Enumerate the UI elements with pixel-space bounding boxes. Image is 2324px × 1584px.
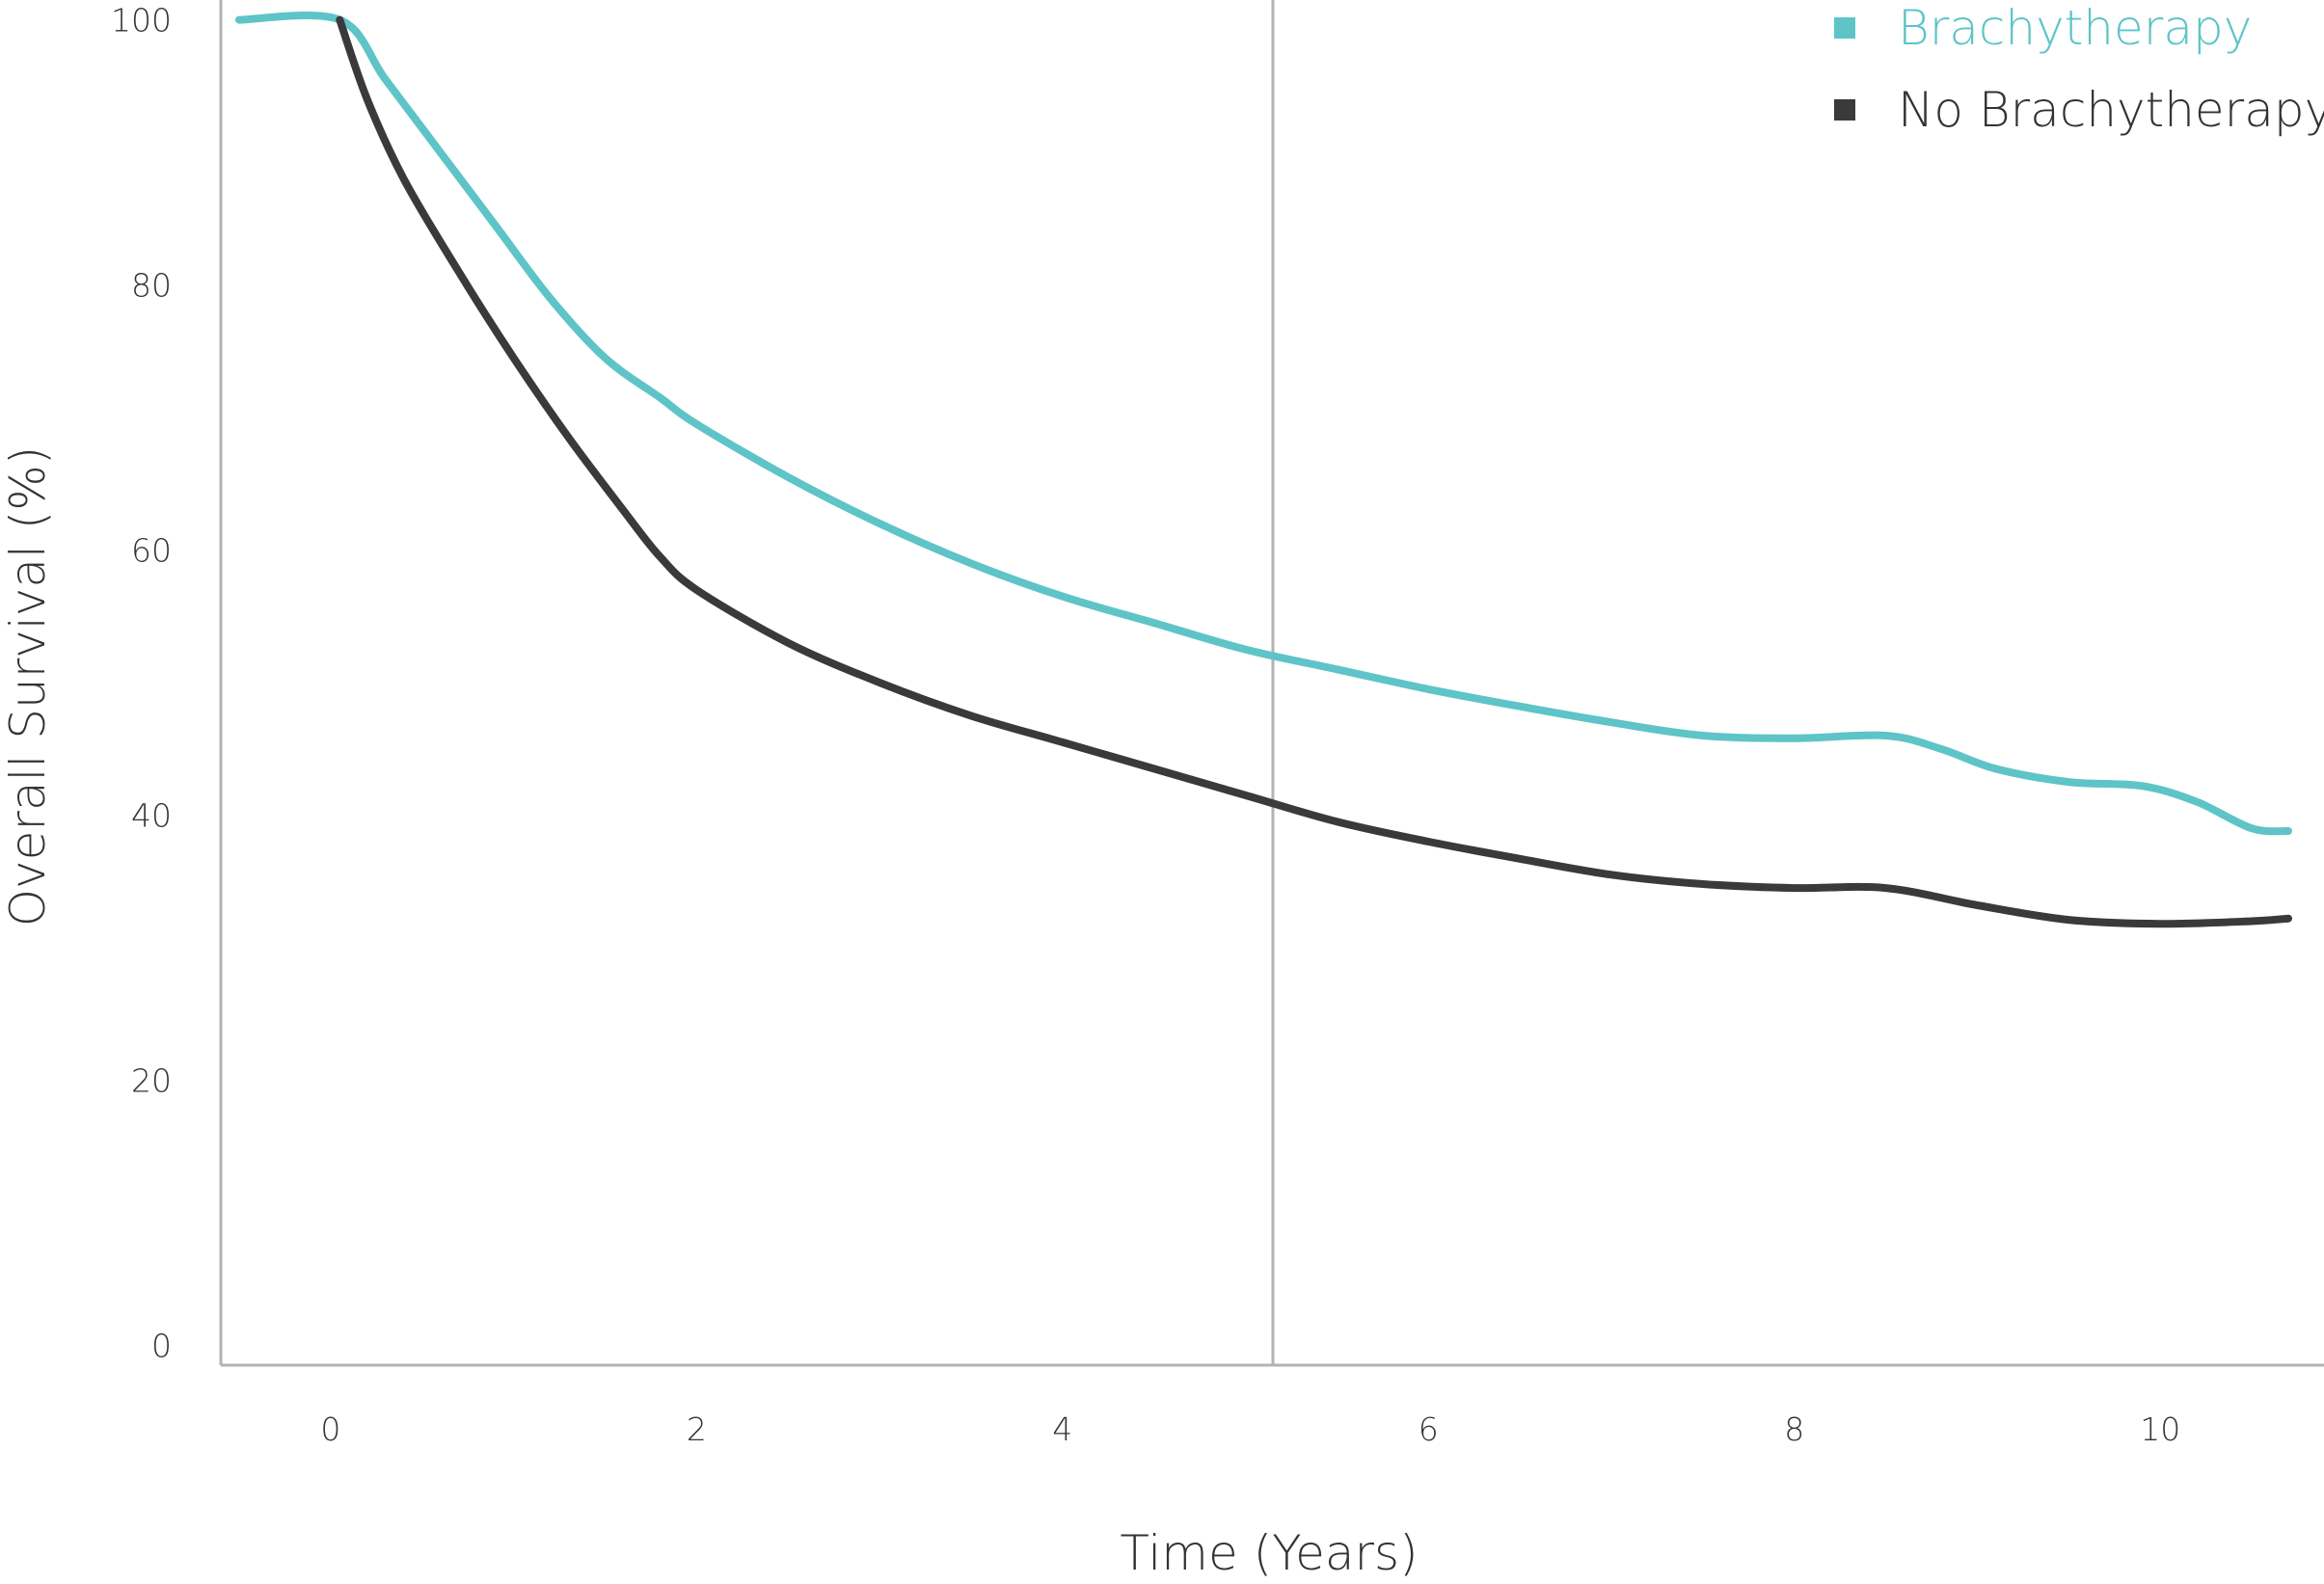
axes [219,0,2324,1367]
legend-label-no-brachytherapy: No Brachytherapy [1898,82,2324,138]
legend-label-brachytherapy: Brachytherapy [1898,0,2252,56]
legend-swatch-no-brachytherapy [1834,99,1855,121]
series-line-brachytherapy [235,12,2292,836]
y-tick-labels: 0 20 40 60 80 100 [111,2,172,1365]
y-tick-label-20: 20 [131,1061,172,1099]
y-tick-label-100: 100 [111,2,172,40]
y-axis-title: Overall Survival (%) [0,446,56,927]
series-lines [235,12,2292,928]
x-tick-label-4: 4 [1052,1410,1072,1448]
y-tick-label-80: 80 [131,267,172,305]
x-tick-label-0: 0 [320,1410,340,1448]
x-tick-label-6: 6 [1419,1410,1439,1448]
y-tick-label-60: 60 [131,532,172,570]
x-axis-title: Time (Years) [1120,1525,1418,1581]
x-tick-label-2: 2 [687,1410,707,1448]
legend: Brachytherapy No Brachytherapy [1834,0,2324,138]
y-tick-label-40: 40 [131,796,172,834]
series-line-no-brachytherapy [336,15,2292,928]
x-tick-labels: 0 2 4 6 8 10 [320,1410,2180,1448]
x-tick-label-10: 10 [2140,1410,2180,1448]
legend-swatch-brachytherapy [1834,17,1855,39]
y-tick-label-0: 0 [151,1327,172,1364]
x-tick-label-8: 8 [1784,1410,1804,1448]
